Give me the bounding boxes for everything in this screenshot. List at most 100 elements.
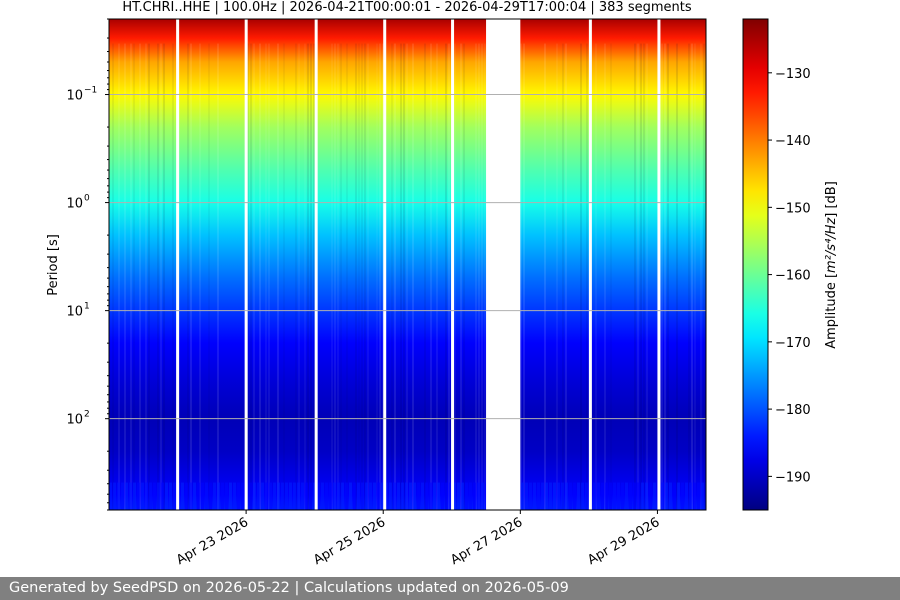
plot-texture-cell: [345, 482, 348, 510]
plot-texture-streak: [130, 43, 132, 510]
plot-texture-streak: [424, 43, 426, 510]
plot-texture-cell: [569, 482, 572, 510]
plot-texture-cell: [581, 482, 584, 510]
plot-texture-cell: [481, 482, 484, 510]
plot-texture-streak: [133, 43, 135, 510]
plot-texture-cell: [565, 482, 568, 510]
plot-texture-cell: [109, 482, 112, 510]
plot-texture-cell: [381, 482, 384, 510]
data-gap: [588, 19, 592, 510]
plot-texture-cell: [189, 482, 192, 510]
plot-texture-streak: [217, 43, 219, 510]
plot-texture-streak: [307, 43, 309, 510]
colorbar-label-start: Amplitude [: [824, 273, 839, 349]
data-gap: [176, 19, 180, 510]
plot-texture-cell: [665, 482, 668, 510]
plot-texture-cell: [169, 482, 172, 510]
plot-texture-cell: [441, 482, 444, 510]
plot-texture-cell: [549, 482, 552, 510]
data-gap: [486, 19, 521, 510]
x-tick-label: Apr 29 2026: [585, 515, 662, 568]
plot-texture-cell: [321, 482, 324, 510]
plot-texture-cell: [225, 482, 228, 510]
plot-texture-cell: [317, 482, 320, 510]
plot-texture-streak: [199, 43, 201, 510]
plot-texture-streak: [145, 43, 147, 510]
plot-texture-cell: [149, 482, 152, 510]
colorbar-label: Amplitude [m²/s⁴/Hz] [dB]: [824, 181, 839, 349]
plot-texture-cell: [233, 482, 236, 510]
data-gap: [383, 19, 387, 510]
plot-texture-streak: [124, 43, 126, 510]
plot-texture-cell: [197, 482, 200, 510]
plot-texture-cell: [593, 482, 596, 510]
plot-texture-cell: [437, 482, 440, 510]
plot-background: [109, 19, 706, 510]
plot-texture-streak: [118, 43, 120, 510]
plot-texture-cell: [145, 482, 148, 510]
plot-texture-streak: [400, 43, 402, 510]
plot-texture-streak: [310, 43, 312, 510]
plot-texture-cell: [217, 482, 220, 510]
plot-texture-streak: [520, 43, 522, 510]
plot-texture-cell: [157, 482, 160, 510]
x-axis: Apr 23 2026 Apr 25 2026 Apr 27 2026 Apr 29 …: [174, 510, 662, 568]
plot-texture-cell: [693, 482, 696, 510]
plot-texture-streak: [475, 43, 477, 510]
plot-texture-cell: [373, 482, 376, 510]
plot-texture-cell: [661, 482, 664, 510]
plot-texture-streak: [346, 43, 348, 510]
plot-texture-streak: [580, 43, 582, 510]
plot-texture-cell: [429, 482, 432, 510]
plot-texture-streak: [139, 43, 141, 510]
plot-texture-streak: [331, 43, 333, 510]
plot-texture-streak: [337, 43, 339, 510]
plot-texture-streak: [250, 43, 252, 510]
plot-texture-cell: [161, 482, 164, 510]
plot-texture-streak: [667, 43, 669, 510]
plot-texture-streak: [481, 43, 483, 510]
plot-texture-cell: [453, 482, 456, 510]
plot-texture-cell: [385, 482, 388, 510]
colorbar-tick-label: −140: [775, 134, 811, 149]
plot-texture-streak: [463, 43, 465, 510]
plot-texture-cell: [333, 482, 336, 510]
grid-lines: [109, 94, 706, 420]
plot-texture-cell: [237, 482, 240, 510]
plot-texture-cell: [585, 482, 588, 510]
plot-texture-cell: [545, 482, 548, 510]
plot-texture-streak: [172, 43, 174, 510]
plot-texture-cell: [633, 482, 636, 510]
plot-texture-cell: [529, 482, 532, 510]
plot-texture-cell: [701, 482, 704, 510]
plot-texture-cell: [389, 482, 392, 510]
plot-texture-cell: [193, 482, 196, 510]
x-tick-label: Apr 27 2026: [448, 515, 525, 568]
plot-texture-cell: [605, 482, 608, 510]
plot-texture-streak: [694, 43, 696, 510]
plot-texture-cell: [609, 482, 612, 510]
plot-texture-cell: [413, 482, 416, 510]
y-axis-label: Period [s]: [46, 234, 61, 296]
plot-texture-streak: [379, 43, 381, 510]
plot-texture-cell: [325, 482, 328, 510]
plot-texture-cell: [621, 482, 624, 510]
plot-texture-cell: [697, 482, 700, 510]
plot-texture-cell: [409, 482, 412, 510]
y-tick-exponent: 0: [84, 194, 90, 204]
y-tick-label: 10: [66, 413, 83, 428]
plot-texture-cell: [553, 482, 556, 510]
plot-texture-cell: [653, 482, 656, 510]
colorbar-tick-label: −160: [775, 269, 811, 284]
colorbar-tick-label: −130: [775, 67, 811, 82]
plot-texture-cell: [525, 482, 528, 510]
x-tick-label: Apr 25 2026: [311, 515, 388, 568]
y-tick-label: 10: [66, 305, 83, 320]
plot-texture-streak: [610, 43, 612, 510]
plot-texture-cell: [449, 482, 452, 510]
plot-texture-cell: [229, 482, 232, 510]
plot-texture-streak: [562, 43, 564, 510]
plot-texture-cell: [329, 482, 332, 510]
plot-texture-cell: [361, 482, 364, 510]
plot-texture-streak: [634, 43, 636, 510]
